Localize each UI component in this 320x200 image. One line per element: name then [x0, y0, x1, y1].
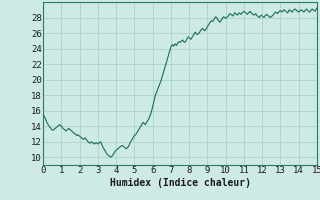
- X-axis label: Humidex (Indice chaleur): Humidex (Indice chaleur): [109, 178, 251, 188]
